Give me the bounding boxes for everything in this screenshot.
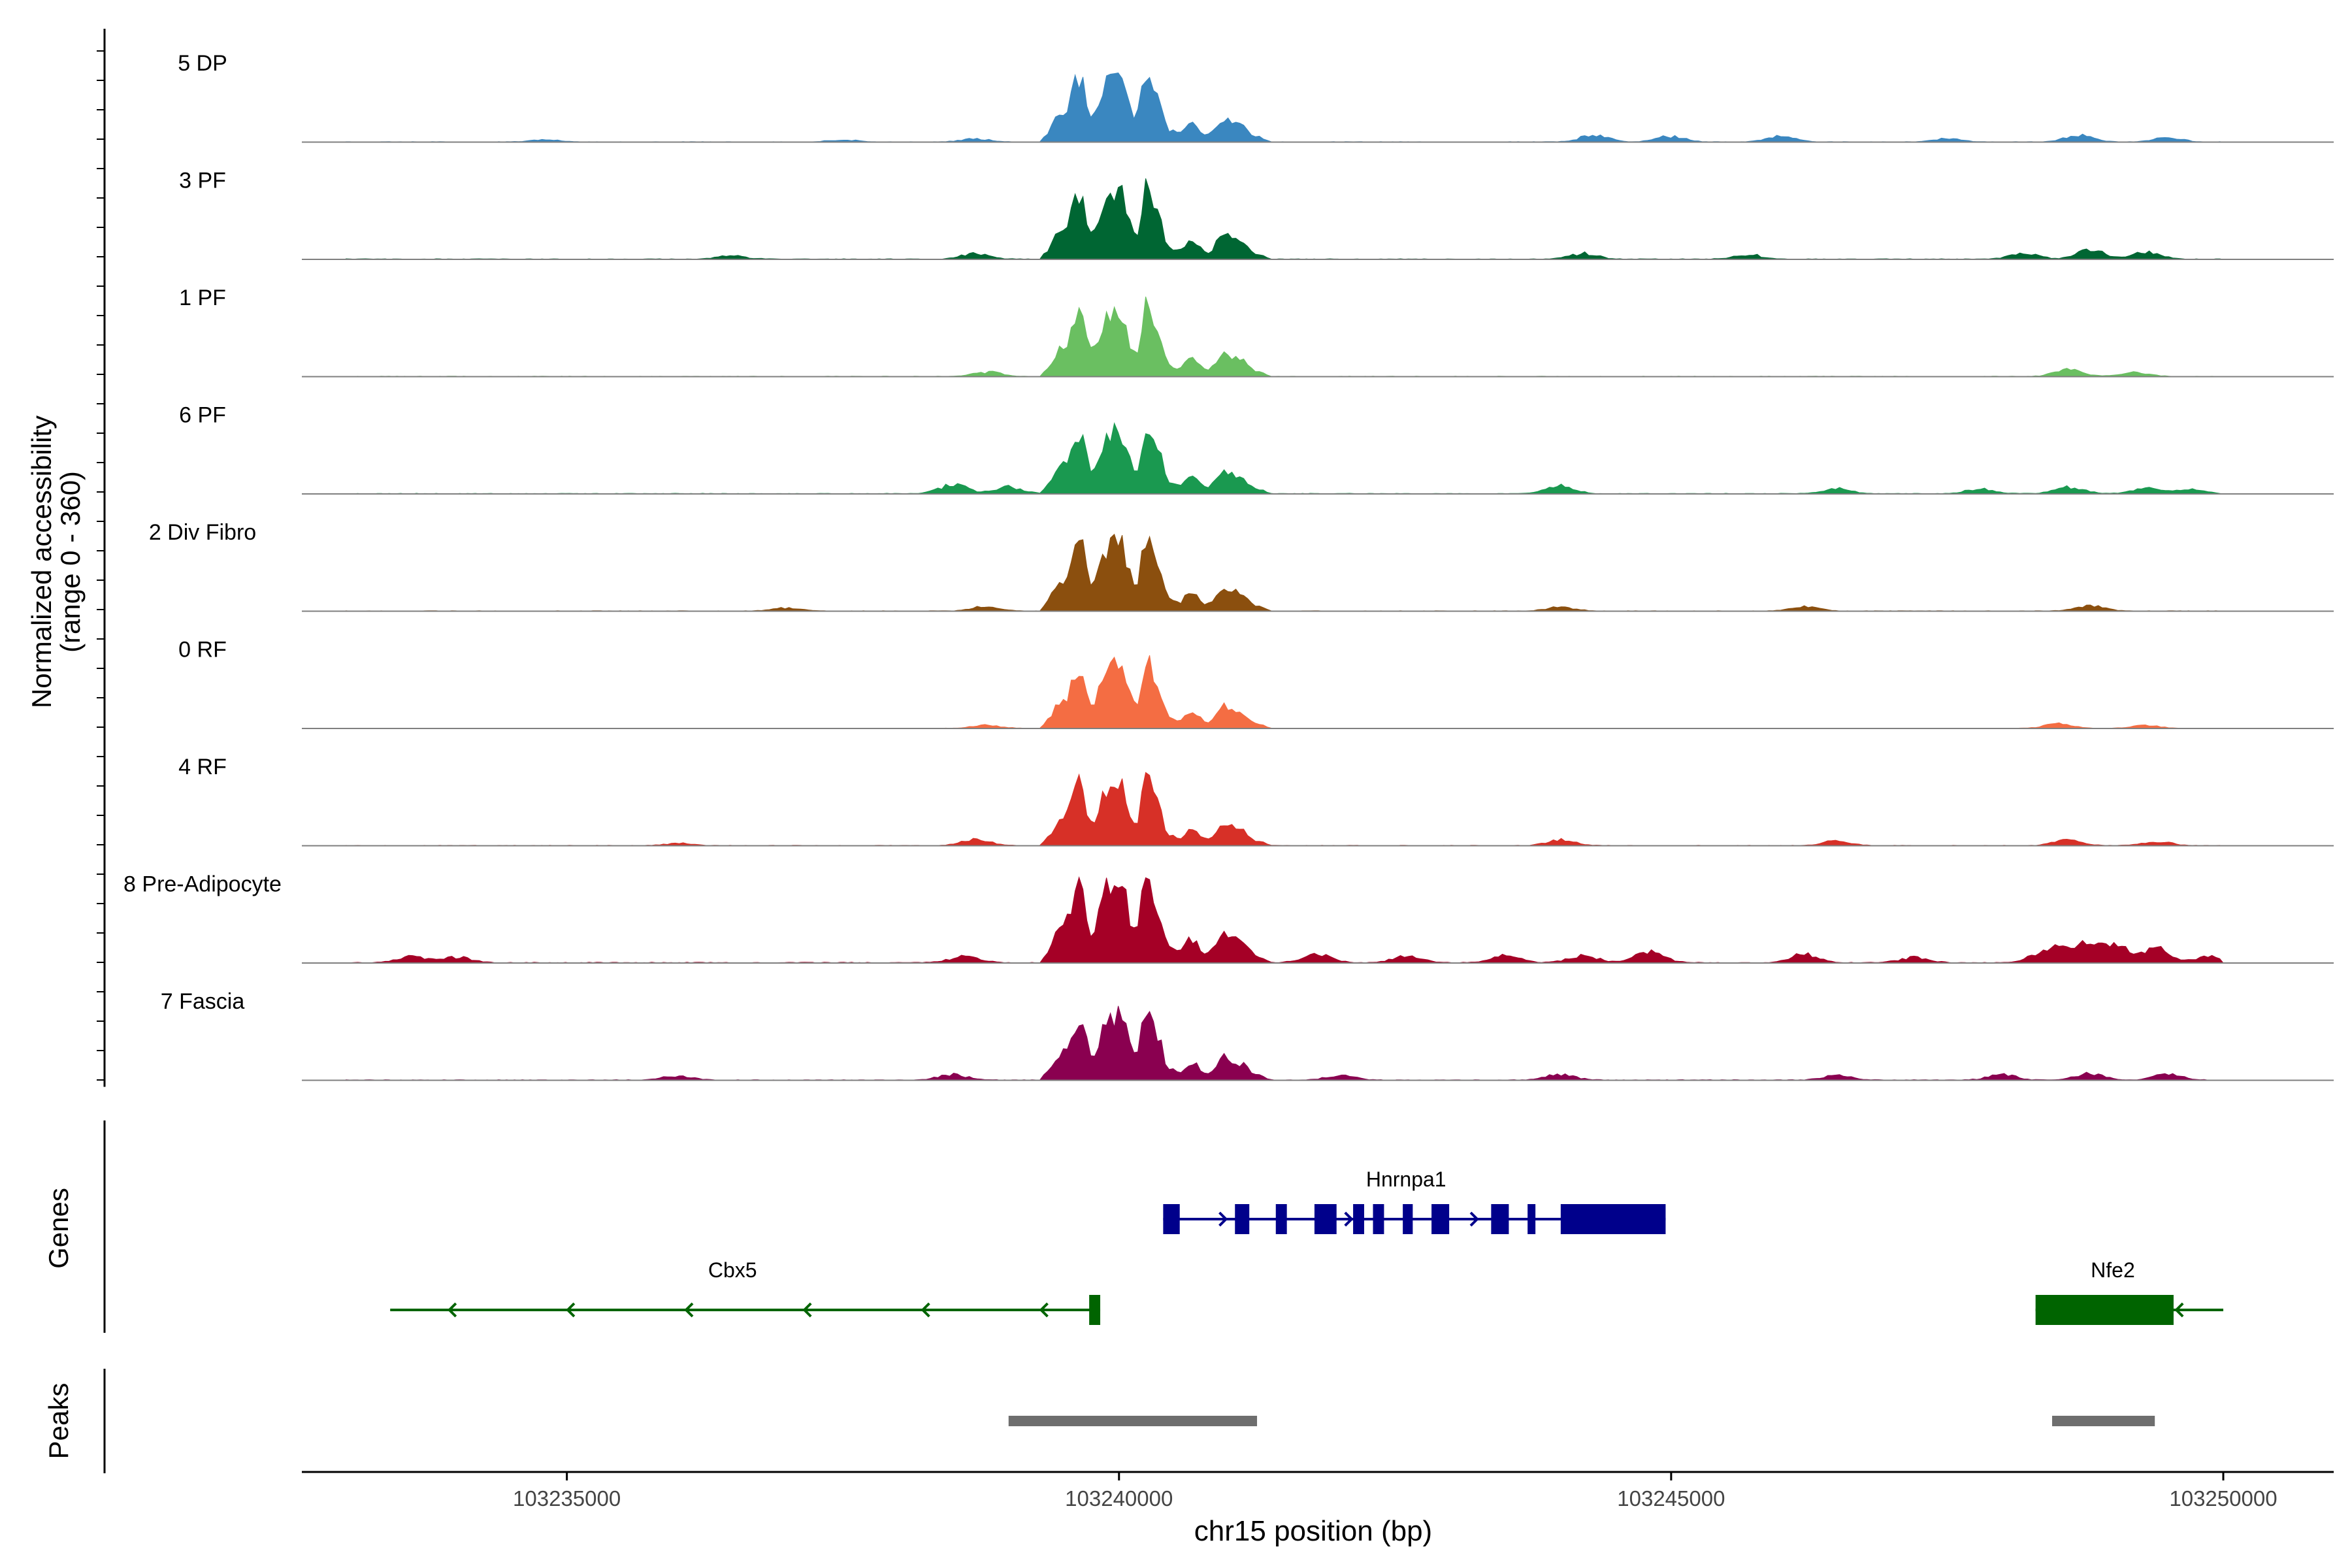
strand-arrow (1039, 1302, 1049, 1318)
gene-annotation-track: Hnrnpa1 Cbx5 Nfe2 (390, 1168, 2223, 1325)
gene-exon (1089, 1295, 1101, 1325)
track-6-pf: 6 PF (179, 403, 2334, 495)
track-label: 6 PF (179, 403, 226, 428)
strand-arrow (802, 1302, 812, 1318)
strand-arrow (1469, 1211, 1479, 1227)
x-tick-label: 103250000 (2169, 1486, 2277, 1511)
track-1-pf: 1 PF (179, 286, 2334, 378)
peak-region (2051, 1416, 2155, 1426)
gene-label: Nfe2 (2091, 1258, 2135, 1282)
track-5-dp: 5 DP (178, 51, 2334, 143)
gene-label: Cbx5 (708, 1258, 757, 1282)
gene-label: Hnrnpa1 (1366, 1168, 1446, 1191)
strand-arrow (684, 1302, 694, 1318)
gene-hnrnpa1: Hnrnpa1 (1163, 1168, 1666, 1234)
gene-exon (1353, 1204, 1364, 1234)
strand-arrow (1344, 1211, 1354, 1227)
coverage-area (346, 73, 2224, 143)
coverage-tracks: 5 DP 3 PF 1 PF 6 PF 2 Div Fibro 0 RF 4 RF 8 Pre… (123, 51, 2334, 1081)
track-3-pf: 3 PF (179, 169, 2334, 260)
coverage-area (346, 178, 2224, 260)
gene-exon (1235, 1204, 1250, 1234)
strand-arrow (921, 1302, 930, 1318)
gene-exon (1314, 1204, 1337, 1234)
x-tick-label: 103245000 (1617, 1486, 1725, 1511)
coverage-area (346, 422, 2224, 495)
x-axis-title: chr15 position (bp) (1194, 1515, 1432, 1547)
track-label: 7 Fascia (161, 989, 245, 1014)
gene-exon (1275, 1204, 1287, 1234)
strand-arrow (1218, 1211, 1228, 1227)
gene-exon (1373, 1204, 1384, 1234)
coverage-area (346, 876, 2225, 964)
gene-exon (1527, 1204, 1536, 1234)
track-label: 2 Div Fibro (149, 520, 256, 545)
coverage-area (346, 1005, 2224, 1081)
x-tick-label: 103235000 (513, 1486, 621, 1511)
strand-arrow (566, 1302, 576, 1318)
coverage-area (346, 772, 2224, 847)
gene-exon (1491, 1204, 1509, 1234)
track-4-rf: 4 RF (178, 755, 2334, 847)
y-axis-title-line1: Normalized accessibility (26, 416, 57, 708)
axes-layer: Normalized accessibility (range 0 - 360)… (26, 29, 1432, 1547)
gene-exon (2035, 1295, 2174, 1325)
coverage-area (346, 655, 2224, 729)
track-8-pre-adipocyte: 8 Pre-Adipocyte (123, 872, 2334, 964)
track-label: 3 PF (179, 169, 226, 193)
gene-exon (1431, 1204, 1450, 1234)
peaks-track-label: Peaks (43, 1383, 74, 1460)
coverage-area (346, 296, 2224, 378)
track-label: 0 RF (178, 638, 227, 662)
gene-nfe2: Nfe2 (2035, 1258, 2223, 1325)
gene-exon (1403, 1204, 1413, 1234)
track-label: 4 RF (178, 755, 227, 779)
x-axis: 103235000 103240000 103245000 103250000 (302, 1471, 2334, 1511)
genes-track-label: Genes (43, 1188, 74, 1269)
track-label: 5 DP (178, 51, 227, 76)
track-2-div-fibro: 2 Div Fibro (149, 520, 2334, 612)
track-7-fascia: 7 Fascia (161, 989, 2334, 1081)
strand-arrow (447, 1302, 457, 1318)
gene-cbx5: Cbx5 (390, 1258, 1101, 1325)
track-label: 8 Pre-Adipocyte (123, 872, 282, 897)
peak-track (1008, 1416, 2155, 1426)
coverage-area (346, 533, 2224, 612)
gene-exon (1163, 1204, 1180, 1234)
gene-exon (1560, 1204, 1666, 1234)
track-0-rf: 0 RF (178, 638, 2334, 729)
y-axis-title-line2: (range 0 - 360) (55, 471, 86, 653)
strand-arrow (2174, 1302, 2184, 1318)
x-tick-label: 103240000 (1065, 1486, 1173, 1511)
track-label: 1 PF (179, 286, 226, 310)
peak-region (1008, 1416, 1258, 1426)
